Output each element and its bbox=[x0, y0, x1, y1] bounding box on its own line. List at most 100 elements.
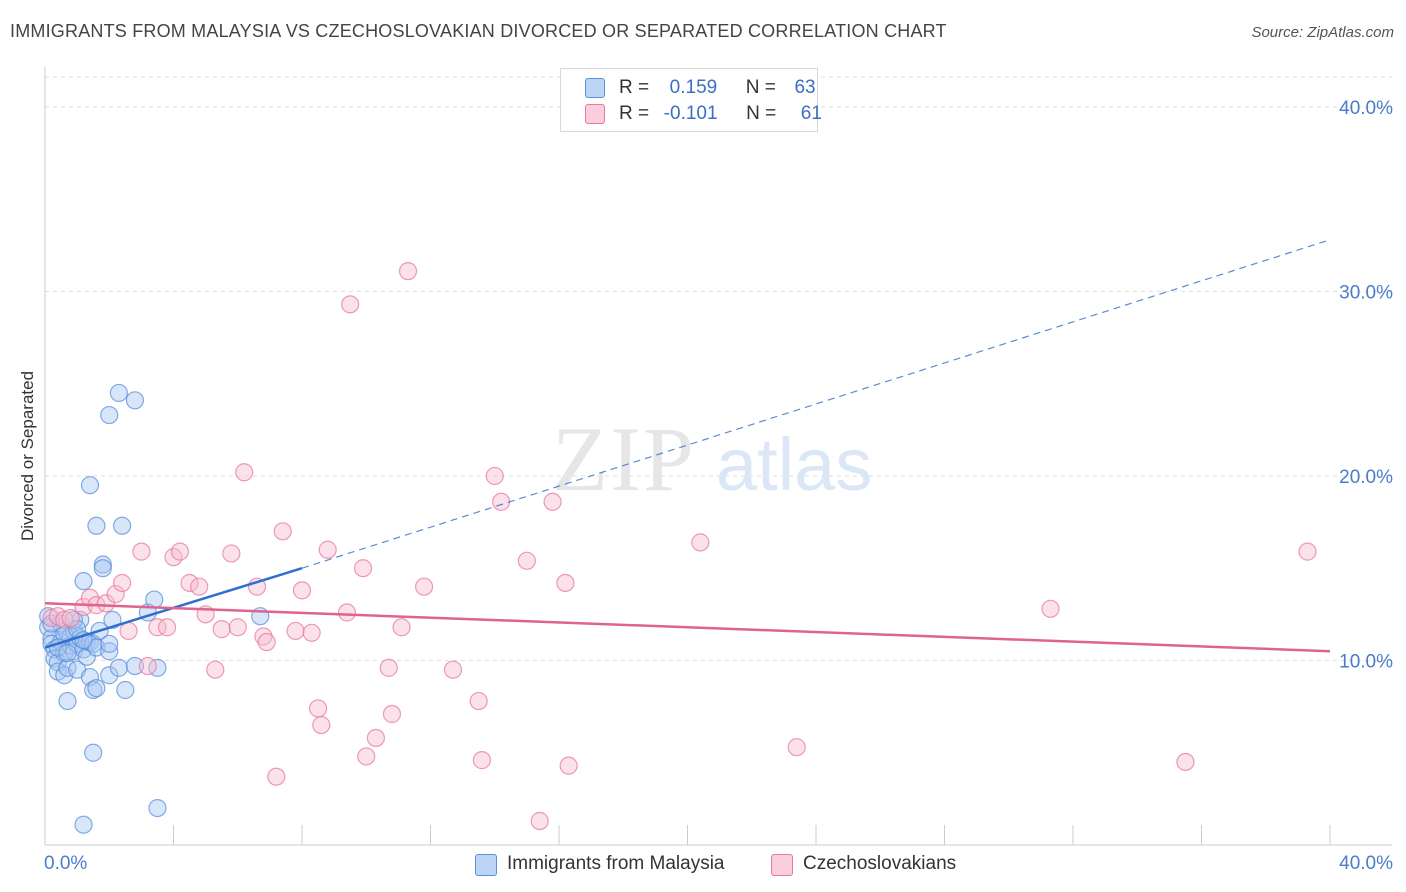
watermark-atlas: atlas bbox=[716, 423, 872, 506]
czech-point bbox=[180, 573, 199, 593]
points-layer bbox=[39, 262, 1317, 834]
legend-text-malaysia: R = 0.159 N = 63 bbox=[619, 77, 816, 99]
czech-point bbox=[517, 551, 536, 570]
czech-point bbox=[353, 559, 373, 578]
malaysia-point bbox=[84, 680, 103, 700]
czech-point bbox=[206, 660, 225, 679]
czech-point bbox=[138, 656, 157, 676]
legend-r-label: R = bbox=[619, 77, 650, 98]
czech-point bbox=[398, 262, 418, 281]
czech-point bbox=[1176, 752, 1195, 772]
y-tick-label: 10.0% bbox=[1339, 651, 1393, 672]
y-axis-title: Divorced or Separated bbox=[18, 371, 37, 541]
czech-point bbox=[443, 660, 463, 679]
czech-point bbox=[112, 573, 132, 593]
legend-n-value: 63 bbox=[794, 77, 816, 98]
czech-point bbox=[96, 594, 116, 613]
czech-point bbox=[559, 756, 578, 775]
grid-layer bbox=[45, 76, 1392, 661]
malaysia-point bbox=[74, 572, 93, 591]
malaysia-point bbox=[112, 516, 132, 535]
czech-point bbox=[691, 533, 710, 552]
bottom-legend-swatch-pink bbox=[771, 854, 793, 876]
czech-point bbox=[308, 699, 328, 718]
malaysia-point bbox=[58, 691, 77, 711]
czech-point bbox=[170, 542, 190, 561]
malaysia-point bbox=[87, 679, 106, 698]
czech-point bbox=[543, 492, 562, 511]
czech-trend-line bbox=[44, 602, 1331, 653]
czech-point bbox=[492, 492, 511, 511]
y-tick-label: 30.0% bbox=[1339, 282, 1393, 303]
malaysia-trend-extension bbox=[301, 239, 1331, 569]
czech-point bbox=[257, 632, 276, 652]
malaysia-point bbox=[116, 680, 135, 700]
source-label: Source: ZipAtlas.com bbox=[1251, 24, 1394, 41]
czech-point bbox=[366, 728, 385, 748]
malaysia-point bbox=[109, 383, 128, 403]
malaysia-point bbox=[125, 391, 145, 410]
legend-swatch-blue bbox=[585, 78, 605, 98]
bottom-legend-label: Immigrants from Malaysia bbox=[507, 853, 725, 874]
czech-point bbox=[212, 620, 231, 639]
x-tick-label: 0.0% bbox=[44, 853, 87, 874]
czech-point bbox=[379, 658, 398, 677]
czech-point bbox=[302, 623, 321, 642]
y-tick-label: 40.0% bbox=[1339, 98, 1393, 119]
legend-r-value: -0.101 bbox=[663, 103, 718, 124]
bottom-legend-swatch-blue bbox=[475, 854, 497, 876]
malaysia-point bbox=[58, 643, 77, 663]
malaysia-point bbox=[93, 559, 112, 578]
czech-point bbox=[267, 767, 286, 786]
chart-title: IMMIGRANTS FROM MALAYSIA VS CZECHOSLOVAK… bbox=[10, 21, 947, 41]
legend-swatch-pink bbox=[585, 104, 605, 124]
czech-point bbox=[318, 540, 337, 559]
malaysia-point bbox=[100, 405, 119, 425]
legend-n-label: N = bbox=[746, 103, 777, 124]
czech-point bbox=[106, 584, 125, 604]
czech-point bbox=[472, 751, 491, 770]
czech-point bbox=[61, 608, 80, 628]
czech-point bbox=[273, 522, 292, 541]
czech-point bbox=[382, 704, 402, 724]
czech-point bbox=[119, 621, 138, 641]
legend-n-value: 61 bbox=[800, 103, 822, 124]
czech-point bbox=[286, 621, 305, 641]
watermark-zip: ZIP bbox=[552, 408, 696, 510]
malaysia-point bbox=[87, 516, 106, 535]
czech-point bbox=[469, 691, 488, 711]
czech-point bbox=[222, 544, 241, 563]
malaysia-point bbox=[100, 642, 119, 661]
czech-point bbox=[235, 463, 254, 482]
czech-point bbox=[228, 618, 247, 637]
malaysia-point bbox=[145, 590, 164, 609]
malaysia-point bbox=[100, 634, 119, 653]
malaysia-point bbox=[80, 476, 100, 495]
legend-r-value: 0.159 bbox=[669, 77, 718, 98]
axes-layer bbox=[44, 67, 1392, 846]
malaysia-point bbox=[100, 666, 119, 685]
czech-point bbox=[55, 610, 74, 629]
y-tick-label: 20.0% bbox=[1339, 467, 1393, 488]
malaysia-point bbox=[109, 658, 128, 677]
czech-point bbox=[80, 588, 100, 607]
czech-point bbox=[556, 573, 575, 593]
bottom-legend-label: Czechoslovakians bbox=[803, 853, 957, 874]
czech-point bbox=[1041, 599, 1060, 618]
legend-r-label: R = bbox=[619, 103, 650, 124]
malaysia-point bbox=[125, 656, 145, 676]
watermark: ZIP atlas bbox=[552, 408, 872, 510]
czech-point bbox=[190, 577, 209, 596]
czech-point bbox=[414, 577, 434, 596]
x-tick-label: 40.0% bbox=[1339, 853, 1393, 874]
legend-text-czech: R = -0.101 N = 61 bbox=[619, 103, 822, 125]
czech-point bbox=[485, 466, 504, 486]
czech-point bbox=[148, 618, 167, 637]
malaysia-point bbox=[74, 815, 93, 834]
legend-n-label: N = bbox=[745, 77, 776, 98]
czech-point bbox=[787, 738, 806, 757]
czech-point bbox=[392, 618, 411, 637]
labels-layer: 10.0% 20.0% 30.0% 40.0% 0.0% 40.0% Divorced or… bbox=[18, 98, 1393, 874]
czech-point bbox=[292, 581, 312, 600]
